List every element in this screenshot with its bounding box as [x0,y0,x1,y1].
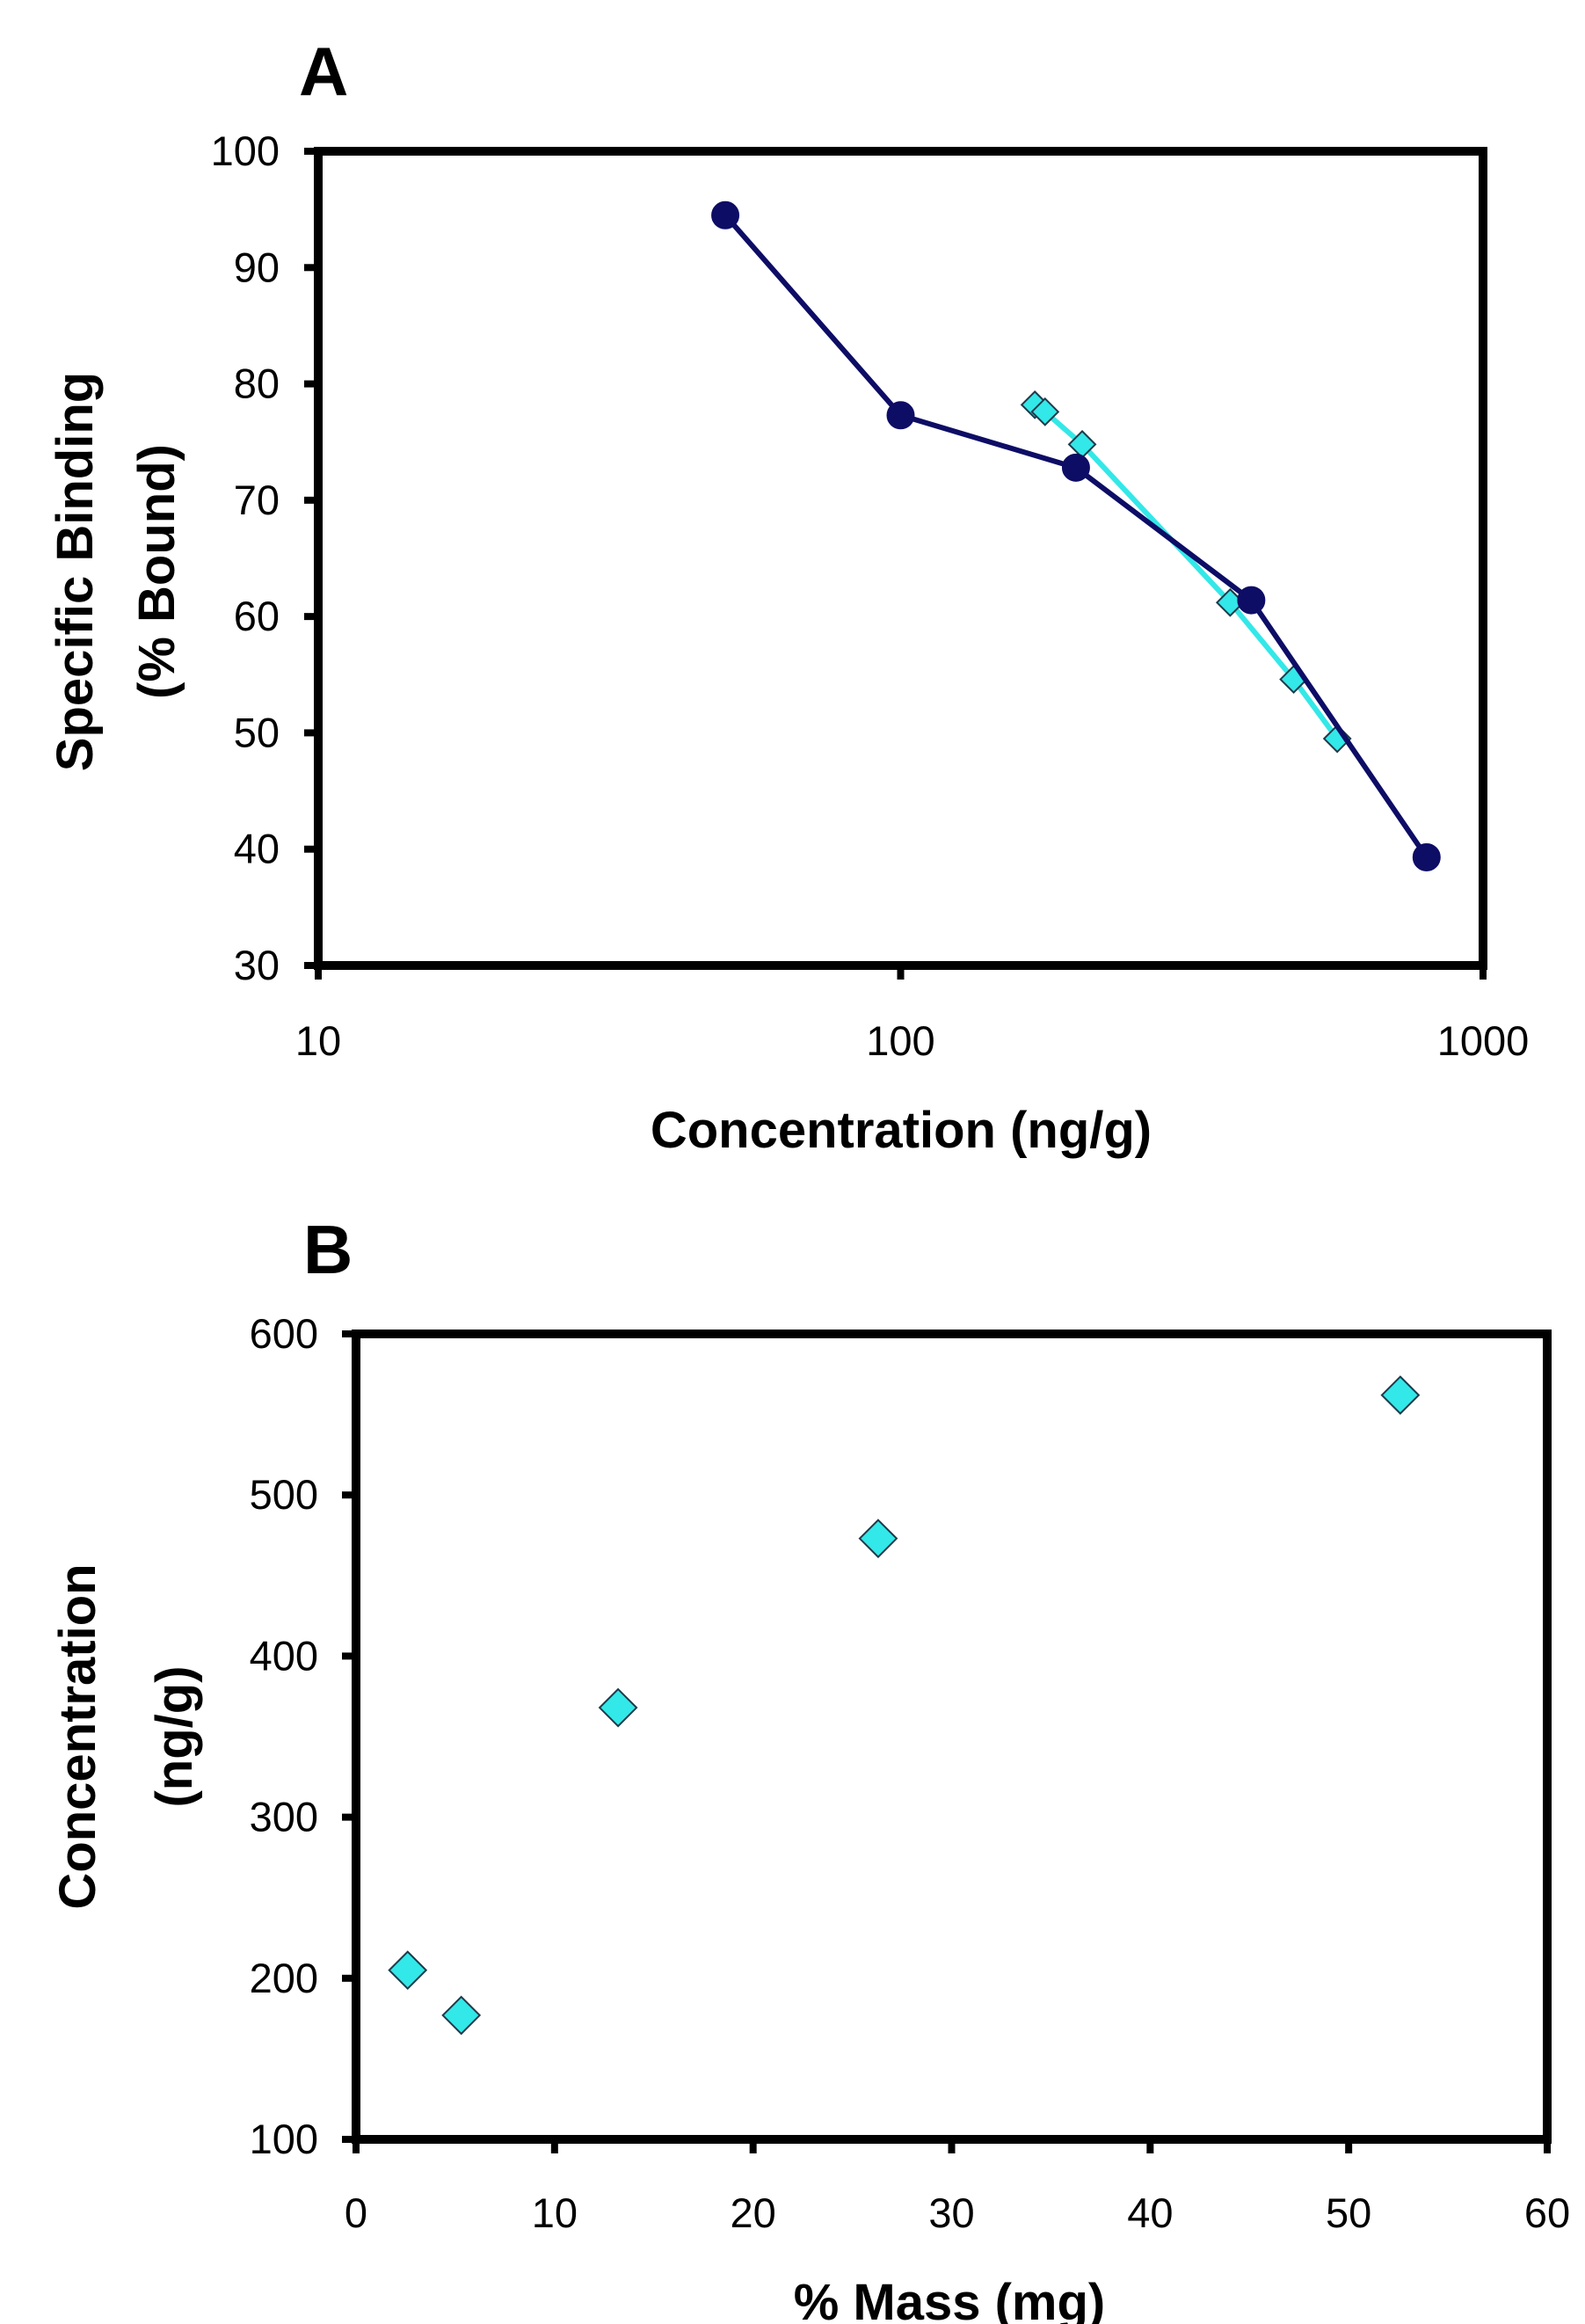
panel-a-y-tick-label: 80 [234,361,280,407]
panel-a-y-tick-label: 50 [234,709,280,755]
panel-b-x-tick-label: 0 [345,2189,367,2236]
panel-b-y-tick-label: 500 [250,1471,318,1518]
panel-a-y-tick-label: 100 [211,127,280,174]
panel-b-y-axis-title-line: (ng/g) [146,1665,203,1807]
panel-a-y-tick-label: 90 [234,244,280,290]
panel-b-x-axis-title: % Mass (mg) [794,2274,1106,2324]
panel-b-x-tick-label: 50 [1326,2189,1371,2236]
panel-b-data-point [441,1995,482,2036]
panel-b-letter: B [303,1211,353,1288]
panel-b-plot-frame [352,1330,1552,2144]
panel-a-data-point [1030,397,1060,426]
panel-a-x-axis-title: Concentration (ng/g) [651,1102,1152,1159]
panel-a-y-tick-label: 30 [234,942,280,988]
panel-b-y-tick-label: 300 [250,1794,318,1840]
panel-a-y-axis-title-line: (% Bound) [128,444,185,699]
panel-a-data-point [886,401,915,430]
panel-a-x-tick-label: 10 [295,1017,341,1064]
panel-a-plot-frame [314,147,1487,970]
panel-a-data-point [1061,453,1090,482]
panel-a-y-tick-label: 40 [234,826,280,872]
panel-b-y-tick-label: 400 [250,1632,318,1679]
panel-b-data-point [858,1519,898,1559]
panel-a-x-tick-label: 100 [866,1017,934,1064]
panel-b-x-tick-label: 10 [532,2189,578,2236]
panel-a-letter: A [299,33,348,110]
panel-b-x-tick-label: 60 [1524,2189,1570,2236]
panel-a-y-tick-label: 70 [234,477,280,523]
panel-b-x-tick-label: 40 [1127,2189,1173,2236]
panel-b-y-tick-label: 600 [250,1310,318,1357]
panel-b-y-tick-label: 100 [250,2116,318,2162]
panel-a-series-line [723,213,1429,859]
panel-a-y-tick-label: 60 [234,593,280,639]
panel-b-y-tick-label: 200 [250,1955,318,2001]
panel-b-data-point [598,1687,638,1728]
panel-b-x-tick-label: 20 [731,2189,776,2236]
panel-a-data-point [1237,586,1266,615]
panel-a-data-point [1412,842,1441,871]
panel-b-data-point [388,1950,428,1991]
panel-b-data-point [1380,1375,1421,1416]
panel-b-chart: B 100 200 300 400 500 600 0 10 20 30 40 50 60 % Mass … [49,1211,1570,2324]
panel-b-y-axis-title-line: Concentration [49,1563,106,1909]
panel-a-x-tick-label: 1000 [1437,1017,1530,1064]
panel-a-chart: A 30 40 50 60 70 80 90 100 10 100 1000 Concentratio… [47,33,1529,1159]
panel-b-x-tick-label: 30 [928,2189,974,2236]
panel-a-data-point [711,200,740,229]
panel-a-y-axis-title-line: Specific Binding [47,372,104,771]
